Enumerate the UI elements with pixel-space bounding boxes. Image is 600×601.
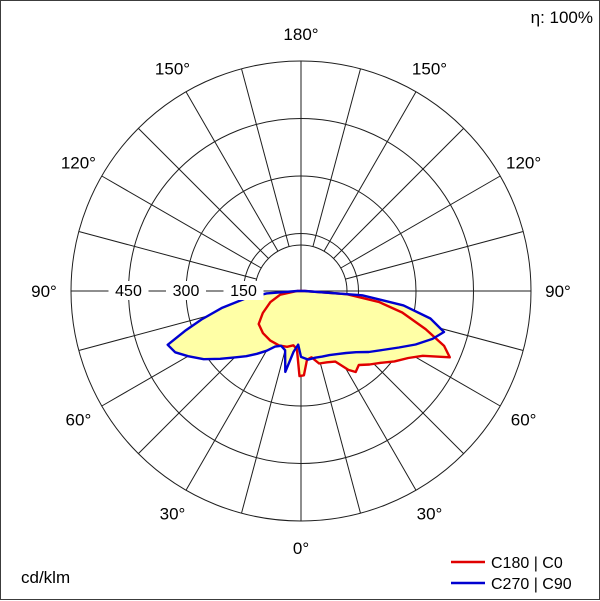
angle-label-left-120: 120° <box>61 154 96 173</box>
grid-spoke <box>345 231 524 280</box>
grid-spoke <box>312 68 361 247</box>
grid-spoke <box>333 128 464 259</box>
curves <box>166 289 451 378</box>
efficiency-label: η: 100% <box>531 8 593 27</box>
angle-label-right-60: 60° <box>511 411 537 430</box>
fill-c270-c90 <box>167 291 444 372</box>
angle-label-bottom: 0° <box>293 539 309 558</box>
ring-label-bg <box>108 281 149 300</box>
angle-label-left-60: 60° <box>66 411 92 430</box>
grid-spoke <box>78 231 257 280</box>
ring-label-300: 300 <box>173 283 200 300</box>
grid-spoke <box>241 68 290 247</box>
legend: C180 | C0 C270 | C90 <box>451 555 572 593</box>
grid-spoke <box>101 175 262 269</box>
angle-label-left-150: 150° <box>155 59 190 78</box>
angle-label-right-30: 30° <box>417 505 443 524</box>
angle-label-top: 180° <box>283 25 318 44</box>
grid-spoke <box>241 335 290 514</box>
grid-spoke <box>312 335 361 514</box>
ring-label-150: 150 <box>230 283 257 300</box>
grid-spoke <box>185 91 279 252</box>
unit-label: cd/klm <box>21 568 70 587</box>
angle-label-left-90: 90° <box>31 282 57 301</box>
grid-spoke <box>138 128 269 259</box>
angle-label-right-150: 150° <box>412 59 447 78</box>
grid-spoke <box>323 91 417 252</box>
legend-label-c270-c90: C270 | C90 <box>491 576 572 593</box>
ring-label-bg <box>166 281 206 300</box>
grid-spoke <box>185 330 279 491</box>
ring-label-450: 450 <box>115 283 142 300</box>
curve-fills <box>167 291 450 377</box>
ring-label-bg <box>223 281 264 300</box>
curve-c270-c90 <box>166 289 446 374</box>
legend-label-c180-c0: C180 | C0 <box>491 555 563 572</box>
axis-labels: 0° 30° 30° 60° 60° 90° 90° 120° 120° 150° 150° 180°… <box>31 25 571 558</box>
angle-label-right-90: 90° <box>545 282 571 301</box>
angle-label-right-120: 120° <box>506 154 541 173</box>
grid-spoke <box>340 175 501 269</box>
angle-label-left-30: 30° <box>160 505 186 524</box>
